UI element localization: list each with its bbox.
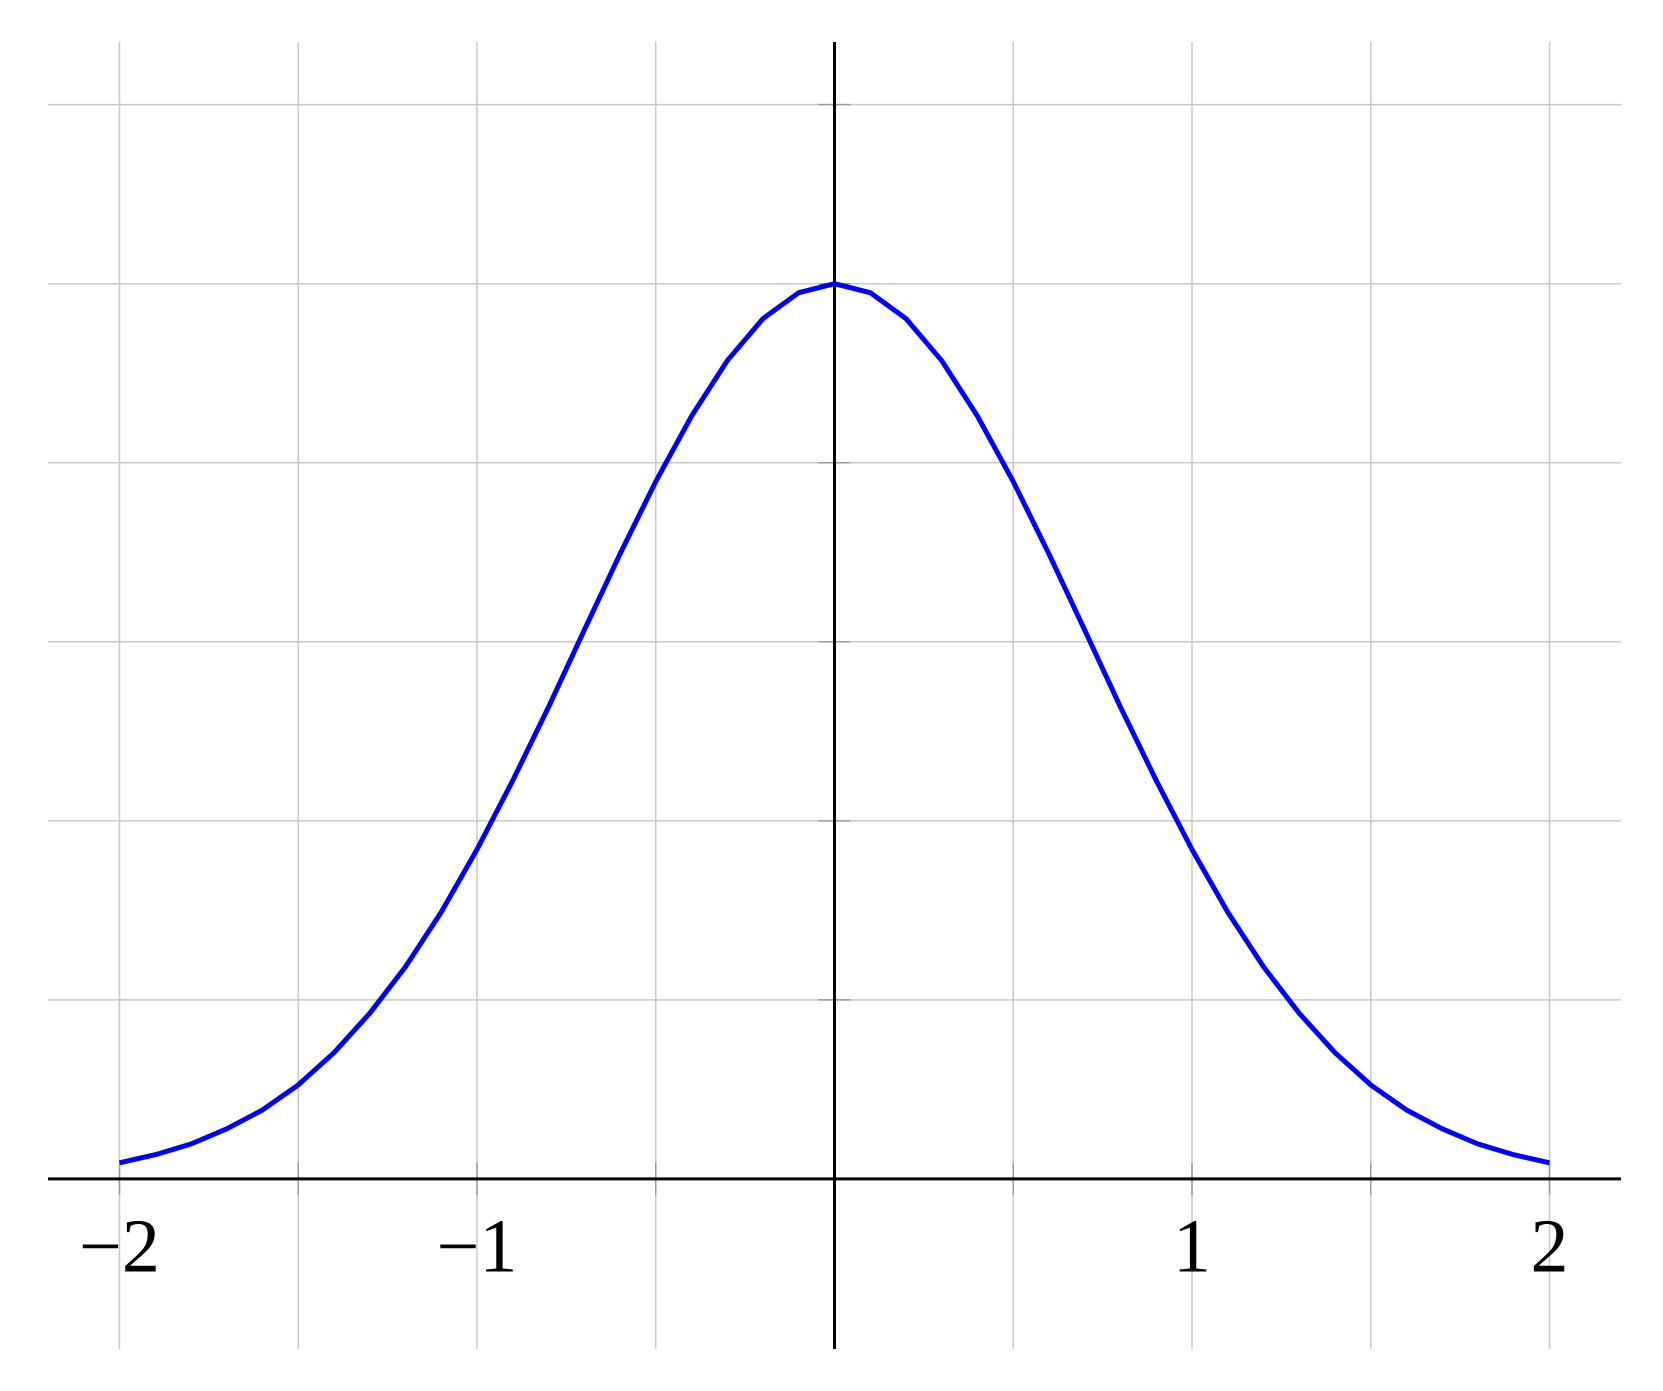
x-tick-label: −2 [79, 1204, 160, 1288]
x-tick-label: −1 [437, 1204, 518, 1288]
line-series [118, 281, 1551, 1166]
x-tick-label: 2 [1531, 1204, 1569, 1288]
x-tick-label: 1 [1173, 1204, 1211, 1288]
